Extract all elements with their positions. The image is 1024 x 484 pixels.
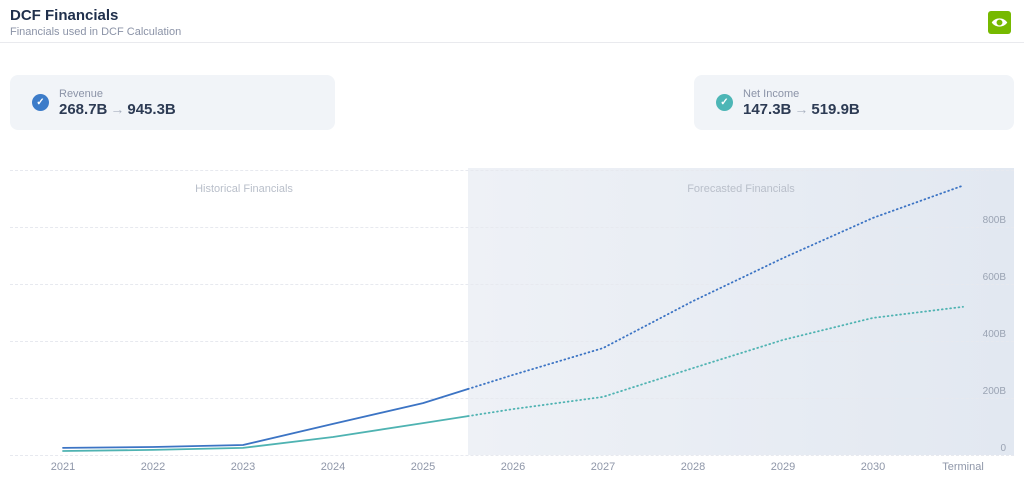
revenue-current: 268.7B [59,100,108,118]
y-tick-label: 200B [982,386,1006,397]
series-line [467,184,964,390]
x-tick-label: 2025 [410,461,436,473]
series-line [467,305,964,418]
page-subtitle: Financials used in DCF Calculation [10,26,182,38]
series-line [62,415,469,452]
x-tick-label: 2023 [230,461,256,473]
net-income-current: 147.3B [743,100,792,118]
x-axis-labels: 2021 2022 2023 2024 2025 2026 2027 2028 2029 2030… [10,461,1014,477]
chart-lines [62,184,964,452]
series-line [62,388,469,449]
page-header: DCF Financials Financials used in DCF Ca… [0,0,1024,43]
gridline [10,170,1014,171]
x-tick-label: 2030 [860,461,886,473]
net-income-value: 147.3B → 519.9B [743,101,860,118]
net-income-text: Net Income 147.3B → 519.9B [743,88,860,118]
gridline [10,398,1014,399]
gridline [10,341,1014,342]
gridline [10,284,1014,285]
revenue-value: 268.7B → 945.3B [59,101,176,118]
y-tick-label: 400B [982,329,1006,340]
y-tick-label: 600B [982,272,1006,283]
net-income-label: Net Income [743,87,800,100]
x-tick-label: 2021 [50,461,76,473]
x-tick-label: 2027 [590,461,616,473]
revenue-projected: 945.3B [127,100,176,118]
revenue-check-icon[interactable]: ✓ [32,94,49,111]
historical-region-label: Historical Financials [195,183,293,195]
arrow-right-icon: → [110,100,125,117]
x-tick-label: 2026 [500,461,526,473]
page-title: DCF Financials [10,7,119,24]
x-tick-label: 2024 [320,461,346,473]
revenue-card[interactable]: ✓ Revenue 268.7B → 945.3B [10,75,335,130]
x-tick-label: 2022 [140,461,166,473]
arrow-right-icon: → [794,100,809,117]
x-tick-label: Terminal [942,461,984,473]
forecast-region-label: Forecasted Financials [687,183,795,195]
gridline [10,227,1014,228]
revenue-label: Revenue [59,87,104,100]
y-tick-label: 800B [982,215,1006,226]
x-tick-label: 2029 [770,461,796,473]
net-income-check-icon[interactable]: ✓ [716,94,733,111]
forecast-region [468,168,1014,455]
revenue-text: Revenue 268.7B → 945.3B [59,88,176,118]
net-income-projected: 519.9B [811,100,860,118]
net-income-card[interactable]: ✓ Net Income 147.3B → 519.9B [694,75,1014,130]
metric-cards: ✓ Revenue 268.7B → 945.3B ✓ Net Income 147… [10,75,1014,130]
y-tick-label: 0 [1000,443,1006,454]
x-tick-label: 2028 [680,461,706,473]
dcf-chart: Historical Financials Forecasted Financi… [10,168,1014,460]
gridline [10,455,1014,456]
nvidia-logo-icon [988,11,1011,34]
